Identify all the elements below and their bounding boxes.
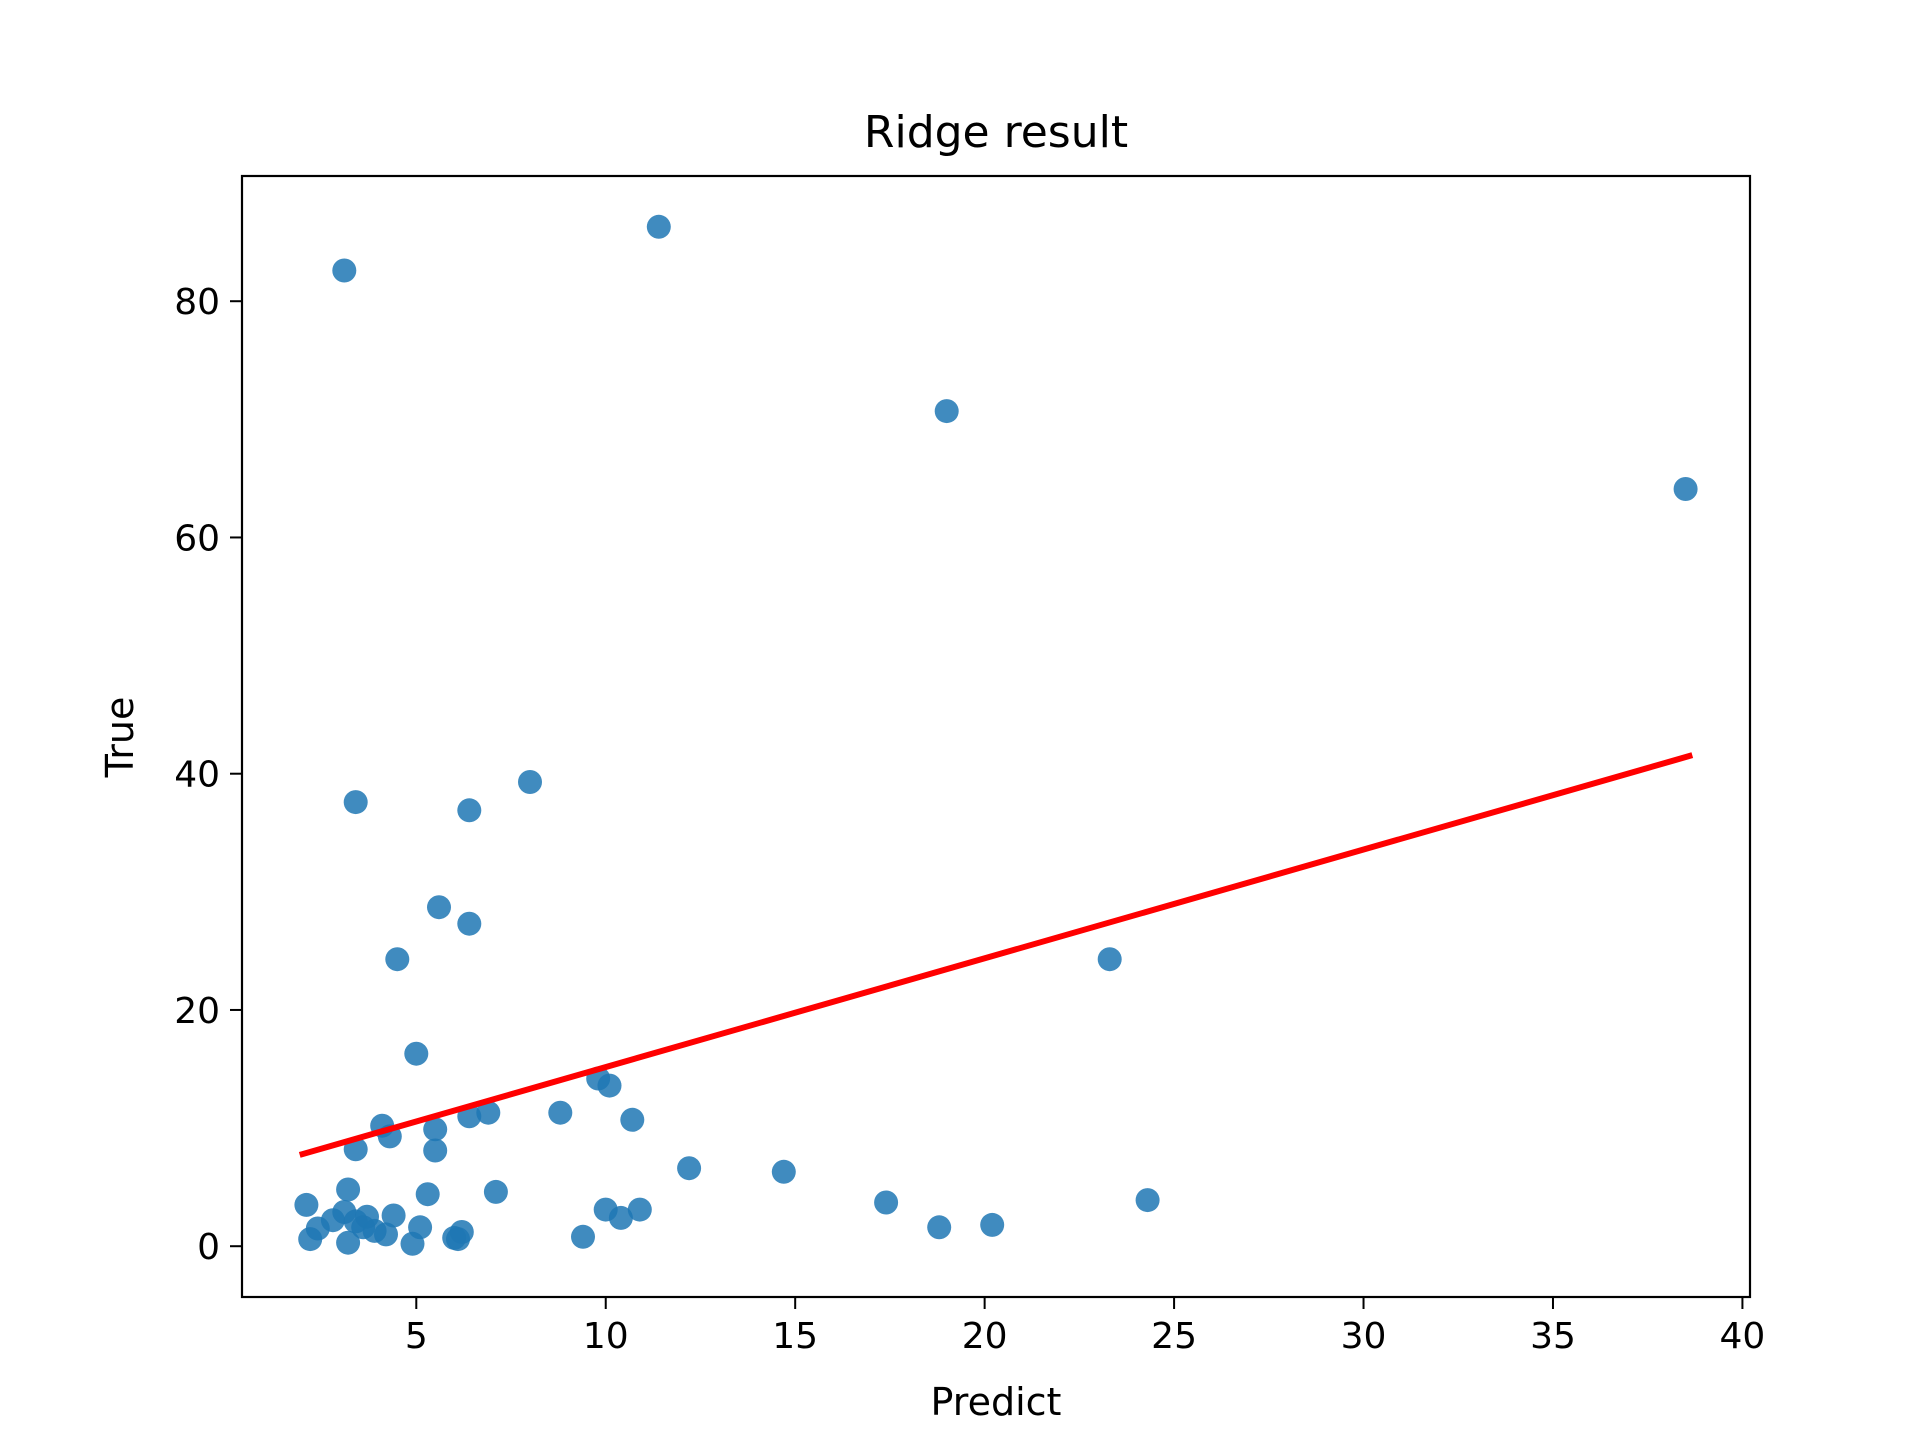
y-tick-label: 40 (174, 755, 220, 796)
data-point (620, 1107, 645, 1132)
data-point (423, 1138, 448, 1163)
data-point (336, 1230, 361, 1255)
data-point (457, 798, 482, 823)
data-point (415, 1182, 440, 1207)
data-point (934, 399, 959, 424)
data-point (381, 1203, 406, 1228)
x-tick-label: 25 (1151, 1316, 1197, 1357)
plot-frame (240, 174, 1752, 1299)
x-axis: 5 10 15 20 25 30 35 40 (405, 1297, 1765, 1357)
data-point (343, 790, 368, 815)
data-point (351, 1215, 376, 1240)
y-axis: 0 20 40 60 80 (174, 282, 242, 1268)
data-point (427, 895, 451, 920)
data-point (423, 1117, 448, 1142)
data-point (927, 1215, 952, 1240)
data-point (336, 1177, 361, 1202)
data-point (1673, 477, 1698, 501)
data-point (298, 1227, 323, 1252)
data-point (874, 1190, 899, 1215)
data-point (980, 1212, 1005, 1237)
data-point (332, 258, 357, 283)
data-point (627, 1197, 652, 1222)
data-point (571, 1224, 595, 1249)
data-point (1097, 947, 1122, 972)
data-point (677, 1156, 702, 1181)
data-point (1135, 1188, 1160, 1213)
fit-line (298, 752, 1694, 1158)
data-point (608, 1205, 633, 1230)
y-axis-label: True (98, 697, 142, 779)
data-point (294, 1192, 319, 1217)
x-tick-label: 35 (1530, 1316, 1576, 1357)
data-point (446, 1227, 470, 1252)
x-tick-label: 30 (1341, 1316, 1387, 1357)
data-point (385, 947, 410, 972)
data-point (646, 214, 671, 239)
x-tick-label: 15 (772, 1316, 818, 1357)
x-tick-label: 40 (1720, 1316, 1766, 1357)
y-tick-label: 0 (197, 1227, 220, 1268)
chart-title: Ridge result (864, 107, 1128, 158)
y-tick-label: 20 (174, 991, 220, 1032)
x-axis-label: Predict (931, 1380, 1062, 1424)
data-point (374, 1222, 398, 1247)
x-tick-label: 5 (405, 1316, 428, 1357)
data-point (400, 1231, 425, 1256)
data-point (518, 770, 542, 794)
y-tick-label: 60 (174, 518, 220, 559)
x-tick-label: 20 (962, 1316, 1008, 1357)
data-point (483, 1179, 508, 1204)
y-tick-label: 80 (174, 282, 220, 323)
data-point (404, 1041, 429, 1066)
data-point (548, 1100, 573, 1125)
data-point (597, 1073, 622, 1098)
data-point (457, 911, 482, 936)
plot-marks (294, 214, 1698, 1256)
data-point (771, 1159, 796, 1184)
x-tick-label: 10 (583, 1316, 629, 1357)
data-point (476, 1100, 501, 1125)
